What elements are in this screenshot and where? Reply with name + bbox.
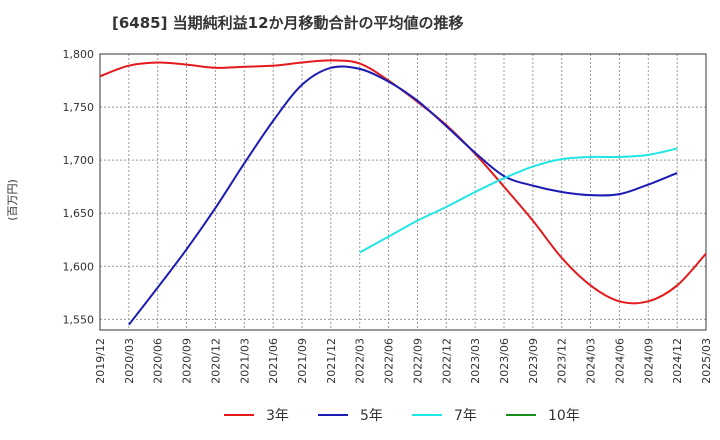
x-tick-label: 2023/09 [527, 338, 540, 384]
plot-border [99, 53, 707, 331]
x-tick-label: 2022/09 [411, 338, 424, 384]
x-tick-label: 2024/12 [671, 338, 684, 384]
chart-title: [6485] 当期純利益12か月移動合計の平均値の推移 [112, 14, 464, 32]
series-line-7年 [359, 147, 678, 254]
x-tick-label: 2019/12 [94, 338, 107, 384]
y-axis: 1,550 1,600 1,650 1,700 1,750 1,800 [63, 48, 95, 326]
x-tick-label: 2025/03 [700, 338, 713, 384]
plot-frame [99, 53, 707, 331]
x-tick-label: 2023/03 [469, 338, 482, 384]
y-tick-label: 1,700 [63, 154, 95, 167]
y-tick-label: 1,800 [63, 48, 95, 61]
x-tick-label: 2021/06 [267, 338, 280, 384]
x-tick-label: 2024/03 [585, 338, 598, 384]
legend-label: 10年 [548, 408, 580, 424]
series-line-3年 [99, 59, 707, 305]
x-tick-label: 2021/09 [296, 338, 309, 384]
legend-label: 3年 [266, 408, 289, 424]
y-tick-label: 1,750 [63, 101, 95, 114]
x-tick-label: 2022/03 [354, 338, 367, 384]
legend-label: 7年 [454, 408, 477, 424]
x-tick-label: 2020/09 [181, 338, 194, 384]
x-tick-label: 2023/12 [556, 338, 569, 384]
x-tick-label: 2022/12 [440, 338, 453, 384]
x-tick-label: 2020/03 [123, 338, 136, 384]
x-tick-label: 2021/12 [325, 338, 338, 384]
legend-label: 5年 [360, 408, 383, 424]
x-tick-label: 2020/06 [152, 338, 165, 384]
series-lines [99, 59, 707, 326]
y-tick-label: 1,600 [63, 260, 95, 273]
x-axis: 2019/12 2020/03 2020/06 2020/09 2020/12 2021/… [94, 338, 713, 384]
y-axis-label: (百万円) [6, 179, 19, 221]
y-tick-label: 1,550 [63, 313, 95, 326]
grid-lines [100, 53, 706, 330]
x-tick-label: 2024/09 [642, 338, 655, 384]
series-line-5年 [128, 65, 678, 326]
x-tick-label: 2024/06 [613, 338, 626, 384]
x-tick-label: 2023/06 [498, 338, 511, 384]
x-tick-label: 2020/12 [209, 338, 222, 384]
legend: 3年 5年 7年 10年 [224, 408, 580, 424]
y-tick-label: 1,650 [63, 207, 95, 220]
x-tick-label: 2022/06 [383, 338, 396, 384]
x-tick-label: 2021/03 [238, 338, 251, 384]
